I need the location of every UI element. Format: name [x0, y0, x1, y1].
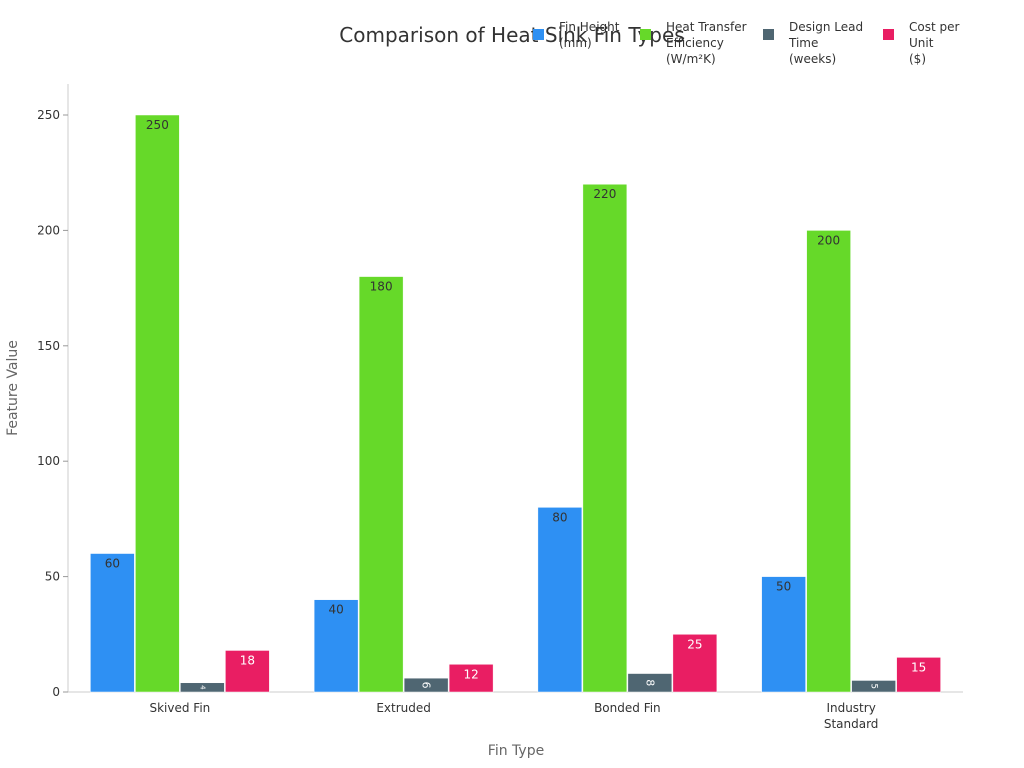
y-tick-label: 200	[37, 223, 60, 237]
legend: Fin Height (mm) Heat Transfer Efficiency (W/…	[533, 20, 959, 66]
bar	[627, 673, 673, 693]
y-axis-label: Feature Value	[5, 340, 21, 436]
data-label: 8	[643, 679, 656, 686]
data-label: 5	[869, 684, 879, 689]
legend-label: Cost per	[909, 20, 959, 34]
bar	[313, 599, 359, 693]
legend-swatch	[533, 29, 544, 40]
bar	[180, 682, 225, 693]
legend-label: Efficiency	[666, 36, 724, 50]
x-tick-label: Bonded Fin	[594, 701, 661, 715]
data-label: 80	[552, 510, 567, 524]
legend-label: Design Lead	[789, 20, 863, 34]
data-label: 6	[420, 682, 433, 689]
bar	[358, 276, 404, 693]
data-label: 50	[776, 580, 791, 594]
bar	[537, 507, 583, 693]
data-label: 40	[328, 603, 343, 617]
legend-label: ($)	[909, 52, 926, 66]
bar	[225, 650, 270, 693]
legend-swatch	[883, 29, 894, 40]
legend-label: (mm)	[559, 36, 592, 50]
legend-swatch	[763, 29, 774, 40]
bar	[851, 680, 896, 693]
data-label: 15	[911, 660, 926, 674]
data-label: 60	[105, 557, 120, 571]
y-tick-label: 100	[37, 454, 60, 468]
plot-area: 0 50 100 150 200 250 60 250 4 18 Skived Fin 40 180 6 1…	[37, 84, 963, 731]
x-tick-label: Standard	[824, 717, 879, 731]
bar	[761, 576, 806, 693]
data-label: 25	[687, 637, 702, 651]
legend-label: (W/m²K)	[666, 52, 716, 66]
x-tick-label: Industry	[826, 701, 875, 715]
data-label: 200	[817, 233, 840, 247]
data-label: 180	[370, 280, 393, 294]
legend-label: (weeks)	[789, 52, 836, 66]
x-tick-label: Extruded	[376, 701, 431, 715]
bar	[806, 230, 851, 693]
x-axis-label: Fin Type	[488, 743, 544, 759]
bar	[448, 664, 494, 693]
bar	[90, 553, 135, 693]
bar	[896, 657, 941, 693]
bar	[135, 114, 180, 693]
y-tick-label: 150	[37, 339, 60, 353]
data-label: 12	[463, 667, 478, 681]
bar	[582, 183, 628, 693]
legend-label: Time	[788, 36, 818, 50]
data-label: 220	[593, 187, 616, 201]
legend-label: Heat Transfer	[666, 20, 747, 34]
x-tick-label: Skived Fin	[149, 701, 210, 715]
data-label: 18	[240, 653, 255, 667]
bar	[672, 634, 718, 693]
y-tick-label: 50	[45, 570, 60, 584]
chart-title: Comparison of Heat Sink Fin Types	[339, 23, 684, 47]
legend-label: Fin Height	[559, 20, 620, 34]
bar	[403, 677, 449, 693]
data-label: 250	[146, 118, 169, 132]
data-label: 4	[198, 685, 206, 690]
legend-label: Unit	[909, 36, 934, 50]
legend-swatch	[640, 29, 651, 40]
y-tick-label: 250	[37, 108, 60, 122]
y-tick-label: 0	[52, 685, 60, 699]
